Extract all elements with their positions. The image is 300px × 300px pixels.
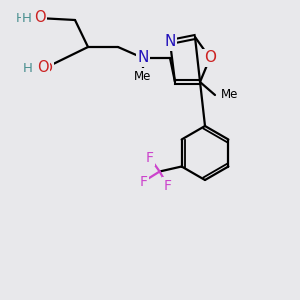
Text: F: F xyxy=(140,175,148,188)
Text: H: H xyxy=(23,61,33,74)
Text: O: O xyxy=(37,61,49,76)
Text: O: O xyxy=(204,50,216,65)
Text: F: F xyxy=(164,178,172,193)
Text: O: O xyxy=(42,61,52,75)
Text: F: F xyxy=(146,151,154,164)
Text: H: H xyxy=(22,61,32,74)
Text: N: N xyxy=(164,34,176,50)
Text: O: O xyxy=(34,11,45,25)
Text: N: N xyxy=(137,50,149,65)
Text: H: H xyxy=(15,11,25,25)
Text: O: O xyxy=(34,11,46,26)
Text: H: H xyxy=(22,11,32,25)
Text: Me: Me xyxy=(134,70,152,83)
Text: Me: Me xyxy=(221,88,238,101)
